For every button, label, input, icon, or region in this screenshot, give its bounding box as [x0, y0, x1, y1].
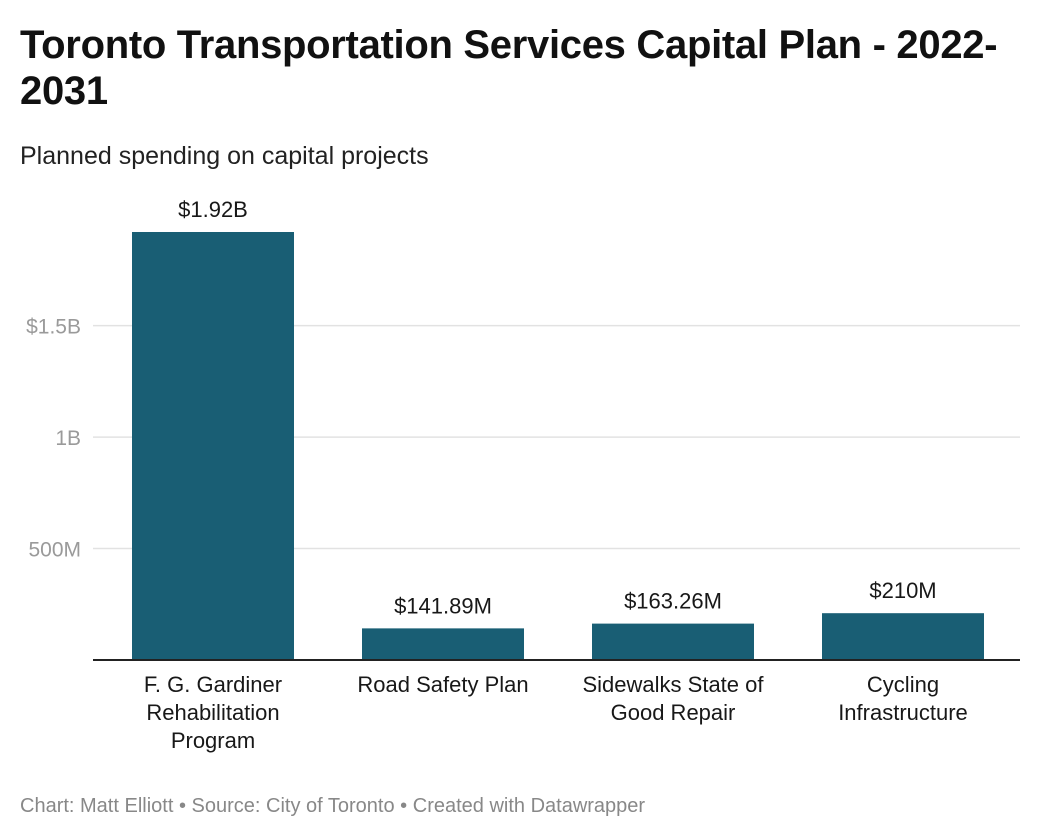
- bar: [132, 232, 294, 660]
- gridlines: 500M 1B $1.5B: [26, 316, 1020, 562]
- footer-separator: •: [178, 795, 186, 817]
- x-tick-label: Program: [171, 728, 255, 753]
- footer-created-with: Created with Datawrapper: [412, 795, 646, 817]
- bar-value-label: $210M: [869, 578, 936, 603]
- footer-credit: Chart: Matt Elliott: [20, 795, 174, 817]
- x-tick-label: F. G. Gardiner: [144, 672, 282, 697]
- x-tick-label: Cycling: [867, 672, 939, 697]
- value-labels: $1.92B $141.89M $163.26M $210M: [178, 197, 937, 618]
- x-tick-label: Road Safety Plan: [357, 672, 528, 697]
- chart-footer: Chart: Matt Elliott • Source: City of To…: [20, 794, 645, 818]
- footer-separator: •: [400, 795, 408, 817]
- bar-value-label: $141.89M: [394, 593, 492, 618]
- chart-title: Toronto Transportation Services Capital …: [20, 23, 998, 113]
- x-axis: F. G. Gardiner Rehabilitation Program Road …: [93, 659, 1020, 753]
- y-tick-label: 500M: [28, 539, 81, 562]
- bar: [822, 613, 984, 660]
- bars: [132, 232, 984, 660]
- y-tick-label: $1.5B: [26, 316, 81, 339]
- bar: [362, 628, 524, 660]
- x-tick-label: Good Repair: [611, 700, 736, 725]
- x-tick-label: Rehabilitation: [146, 700, 279, 725]
- bar: [592, 623, 754, 660]
- x-tick-label: Sidewalks State of: [583, 672, 765, 697]
- chart-subtitle: Planned spending on capital projects: [20, 142, 429, 170]
- x-tick-label: Infrastructure: [838, 700, 968, 725]
- bar-value-label: $1.92B: [178, 197, 248, 222]
- footer-source: Source: City of Toronto: [191, 795, 395, 817]
- y-tick-label: 1B: [55, 427, 81, 450]
- bar-value-label: $163.26M: [624, 589, 722, 614]
